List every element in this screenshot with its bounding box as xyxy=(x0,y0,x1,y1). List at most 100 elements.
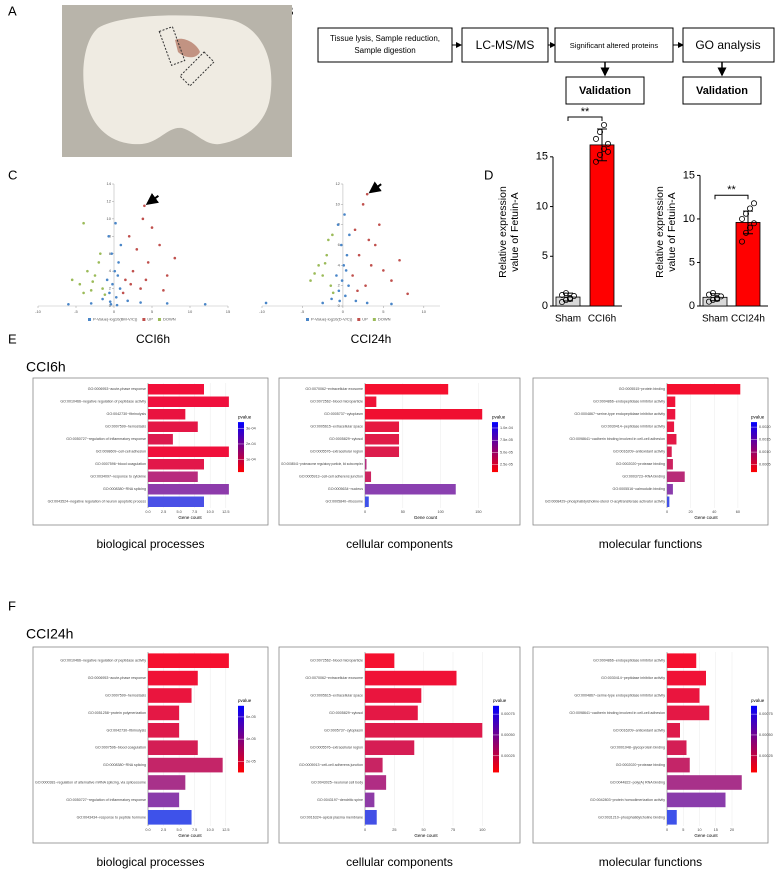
point xyxy=(348,233,351,237)
x-tick-label: -10 xyxy=(259,309,266,314)
significance-bracket xyxy=(567,116,603,122)
point xyxy=(144,278,148,282)
bar xyxy=(365,653,395,669)
x-tick-label: 0 xyxy=(364,510,366,514)
bar xyxy=(365,409,483,420)
point xyxy=(126,299,129,303)
x-tick-label: 10.0 xyxy=(207,510,214,514)
y-tick-label: GO:0030414~peptidase inhibitor activity xyxy=(601,425,665,429)
point xyxy=(129,282,133,286)
bar xyxy=(148,471,198,482)
y-tick-label: 0 xyxy=(542,300,548,312)
y-tick-label: GO:0031210~phosphatidylcholine binding xyxy=(598,815,665,819)
point xyxy=(114,295,118,299)
data-point xyxy=(747,205,754,212)
data-point xyxy=(739,238,746,245)
point xyxy=(162,289,165,292)
flow-text: Sample digestion xyxy=(354,46,415,55)
x-axis-label: Gene count xyxy=(178,833,202,838)
y-tick-label: GO:0005829~cytosol xyxy=(329,437,363,441)
y-tick-label: GO:0008380~RNA splicing xyxy=(103,763,146,767)
bar xyxy=(365,471,372,482)
bar xyxy=(365,775,387,790)
x-tick-label: 0 xyxy=(342,309,345,314)
x-tick-label: CCI6h xyxy=(588,314,616,325)
point xyxy=(317,264,320,267)
flow-text: Tissue lysis, Sample reduction, xyxy=(330,34,440,43)
legend-swatch xyxy=(357,318,361,321)
bar xyxy=(148,421,198,432)
y-tick-label: GO:0098641~cadherin binding involved in … xyxy=(569,711,665,715)
bar xyxy=(148,484,229,495)
y-tick-label: GO:0000381~regulation of alternative mRN… xyxy=(35,780,146,784)
point xyxy=(119,243,123,247)
chart-caption: molecular functions xyxy=(599,537,702,551)
legend-title: pvalue xyxy=(751,698,765,703)
point xyxy=(111,282,114,286)
y-tick-label: GO:0006953~acute-phase response xyxy=(88,387,146,391)
y-tick-label: GO:0016209~antioxidant activity xyxy=(613,450,665,454)
y-tick-label: GO:0005829~cytosol xyxy=(329,711,363,715)
legend-label: UP xyxy=(362,317,368,322)
point xyxy=(114,221,117,225)
bar xyxy=(667,688,700,703)
colorbar-tick-label: 0.00025 xyxy=(501,754,515,758)
point xyxy=(367,238,371,242)
x-tick-label: 5 xyxy=(382,309,385,314)
point xyxy=(369,264,373,267)
x-tick-label: 15 xyxy=(714,828,718,832)
y-tick-label: GO:0005913~cell-cell adherens junction xyxy=(299,763,363,767)
y-tick-label: GO:0043524~negative regulation of neuron… xyxy=(48,500,147,504)
point xyxy=(135,248,139,251)
point xyxy=(165,302,169,305)
x-tick-label: 5 xyxy=(682,828,684,832)
point xyxy=(344,269,348,272)
point xyxy=(354,299,358,303)
y-tick-label: GO:0072562~blood microparticle xyxy=(310,400,363,404)
bar xyxy=(667,722,680,738)
x-tick-label: 2.5 xyxy=(161,828,166,832)
y-tick-label: GO:0004867~serine-type endopeptidase inh… xyxy=(574,412,665,416)
data-point xyxy=(710,296,717,303)
x-tick-label: Sham xyxy=(702,314,728,325)
point xyxy=(110,252,114,256)
point xyxy=(313,272,316,275)
colorbar-tick-label: 3e-04 xyxy=(246,426,256,430)
bar xyxy=(148,446,229,457)
point xyxy=(127,234,131,238)
bar xyxy=(667,434,677,445)
bar xyxy=(365,484,456,495)
y-tick-label: GO:0050727~regulation of inflammatory re… xyxy=(66,798,146,802)
point xyxy=(343,213,346,216)
bar xyxy=(667,471,685,482)
x-tick-label: -10 xyxy=(35,309,42,314)
y-tick-label: GO:0005737~cytoplasm xyxy=(324,412,363,416)
x-tick-label: 10 xyxy=(697,828,701,832)
bar xyxy=(148,688,192,703)
colorbar xyxy=(493,705,499,773)
point xyxy=(323,262,327,265)
x-tick-label: 12.5 xyxy=(222,828,229,832)
point xyxy=(353,228,357,232)
chart-caption: biological processes xyxy=(96,537,204,551)
bar xyxy=(148,740,198,756)
data-point xyxy=(571,293,578,300)
y-tick-label: GO:0050727~regulation of inflammatory re… xyxy=(66,437,146,441)
y-tick-label: GO:0072562~blood microparticle xyxy=(310,659,363,663)
point xyxy=(101,287,104,290)
colorbar-tick-label: 2.5e-05 xyxy=(500,463,513,467)
colorbar-tick-label: 5.0e-05 xyxy=(500,450,513,454)
chart-caption: biological processes xyxy=(96,855,204,869)
bar xyxy=(365,459,367,470)
point xyxy=(165,274,169,277)
x-tick-label: 20 xyxy=(730,828,734,832)
x-tick-label: 75 xyxy=(451,828,455,832)
x-axis-label: Gene count xyxy=(178,515,202,520)
y-tick-label: 4 xyxy=(109,268,112,273)
point xyxy=(361,203,365,206)
y-tick-label: GO:0007599~hemostasis xyxy=(105,425,146,429)
x-tick-label: 25 xyxy=(392,828,396,832)
y-tick-label: GO:0005634~nucleus xyxy=(328,487,363,491)
bar xyxy=(667,446,672,457)
point xyxy=(327,238,330,242)
